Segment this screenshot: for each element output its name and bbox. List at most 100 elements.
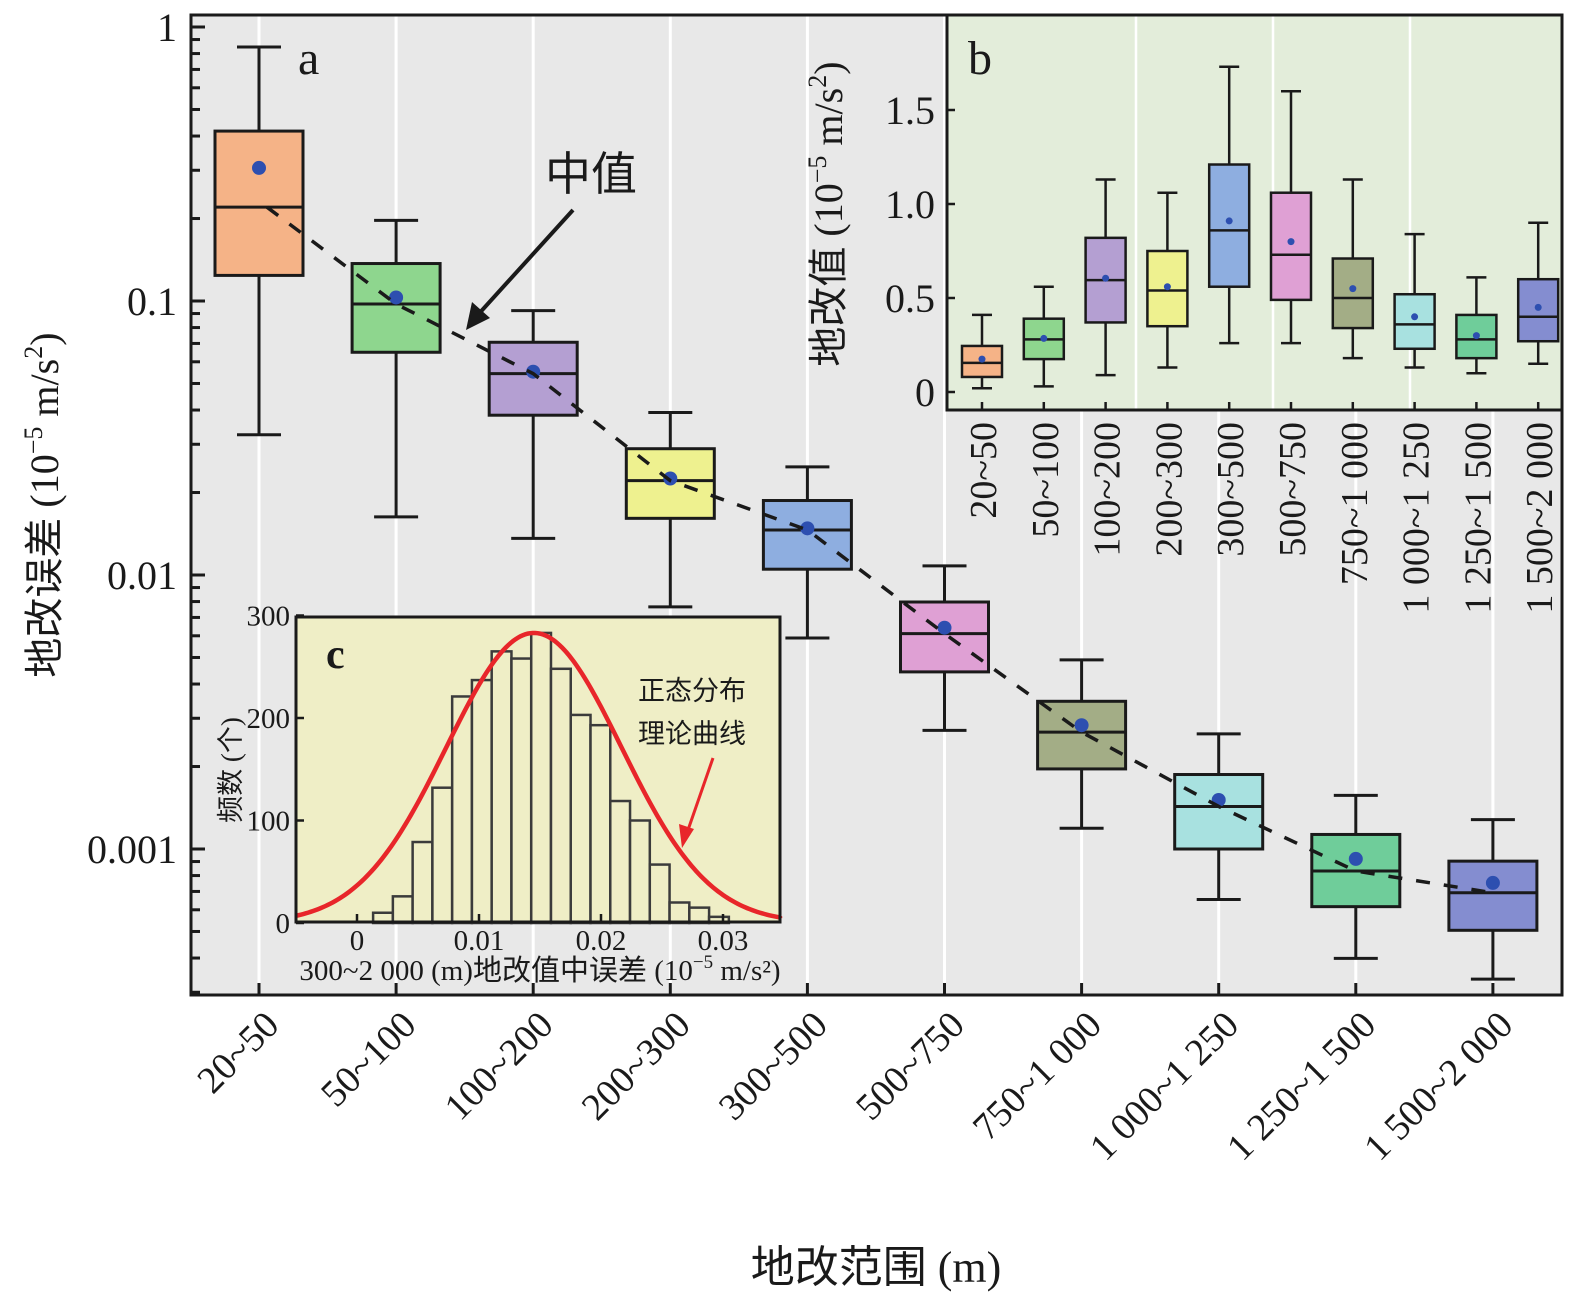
box-iqr (1036, 699, 1128, 771)
mean-marker (389, 290, 404, 305)
normal-curve-label-line2: 理论曲线 (638, 719, 746, 749)
x-tick-label-a: 1 250~1 500 (1219, 1004, 1384, 1169)
superscript: 2 (19, 346, 48, 359)
x-tick-label-b: 1 250~1 500 (1457, 422, 1499, 614)
y-tick-label-a: 0.1 (127, 279, 177, 324)
mean-marker (1163, 283, 1171, 291)
box-iqr (1331, 257, 1375, 330)
histogram-bar (529, 631, 553, 925)
superscript: −5 (803, 156, 832, 184)
histogram-bar (490, 650, 513, 925)
y-tick-label-b: 0.5 (885, 276, 935, 321)
label-part: 地改值 (10 (806, 183, 851, 366)
label-part: 地改误差 (10 (22, 454, 67, 677)
median-trend-line (265, 205, 1494, 895)
x-tick-label-b: 1 500~2 000 (1519, 422, 1561, 614)
box-a-2 (487, 309, 579, 540)
box-a-8 (1310, 793, 1402, 960)
x-tick-label-b: 200~300 (1148, 422, 1190, 557)
median-annotation-label: 中值 (545, 149, 637, 200)
mean-marker (1225, 217, 1233, 225)
panel-b: 0 0.5 1.0 1.5 20~50 50~100 100~200 200~300 300~5… (803, 13, 1564, 614)
histogram-bar (668, 901, 691, 925)
normal-curve-label-line1: 正态分布 (638, 676, 746, 706)
x-tick-label-a: 20~50 (189, 1004, 287, 1102)
y-tick-label-a: 1 (157, 5, 177, 50)
panel-b-label: b (968, 32, 992, 85)
x-tick-label-b: 750~1 000 (1334, 422, 1376, 585)
x-tick-label-b: 50~100 (1025, 422, 1067, 538)
box-iqr (1269, 191, 1313, 302)
y-axis-title-a: 地改误差 (10−5 m/s2) (19, 332, 67, 677)
x-tick-label-b: 20~50 (963, 422, 1005, 519)
label-part: m/s (22, 359, 67, 427)
x-tick-label-c: 0.02 (576, 925, 627, 957)
mean-marker (1534, 303, 1542, 311)
histogram-bar (628, 819, 652, 925)
superscript: −5 (693, 952, 713, 973)
y-axis-title-c: 频数 (个) (216, 717, 246, 823)
box-a-9 (1447, 818, 1539, 981)
y-tick-label-a: 0.001 (87, 827, 177, 872)
x-tick-label-a: 1 000~1 250 (1082, 1004, 1247, 1169)
box-b-1 (1022, 285, 1066, 388)
panel-b-frame (945, 13, 1564, 412)
mean-marker (1472, 332, 1480, 340)
label-part: m/s (806, 88, 851, 156)
mean-marker (1348, 851, 1363, 866)
histogram-bar (609, 799, 632, 925)
x-tick-label-a: 750~1 000 (965, 1004, 1110, 1149)
histogram-bar (648, 863, 671, 925)
box-b-0 (960, 313, 1004, 390)
histogram-bar (510, 657, 533, 925)
box-a-0 (213, 45, 305, 437)
y-tick-label-a: 0.01 (107, 553, 177, 598)
x-tick-label-c: 0.01 (454, 925, 505, 957)
box-a-5 (899, 564, 990, 732)
mean-marker (1349, 285, 1357, 293)
box-iqr (1447, 859, 1539, 932)
y-tick-label-b: 1.0 (885, 182, 935, 227)
box-a-6 (1036, 658, 1128, 830)
superscript: 2 (803, 75, 832, 88)
mean-marker (1040, 334, 1048, 342)
histogram-bar (549, 667, 572, 925)
panel-c-normal-curve (295, 630, 783, 920)
x-tick-label-b: 1 000~1 250 (1396, 422, 1438, 614)
x-tick-label-b: 500~750 (1272, 422, 1314, 557)
box-a-7 (1173, 732, 1265, 902)
box-iqr (1393, 292, 1436, 351)
x-axis-title-c: 300~2 000 (m)地改值中误差 (10−5 m/s²) (299, 952, 780, 987)
x-tick-label-a: 50~100 (313, 1004, 424, 1115)
y-tick-label-c: 0 (276, 908, 291, 940)
histogram-bar (411, 840, 434, 925)
box-a-1 (350, 218, 442, 519)
superscript: −5 (19, 427, 48, 455)
label-part: m/s²) (713, 955, 781, 987)
box-b-4 (1207, 65, 1251, 345)
mean-marker (800, 521, 815, 536)
y-tick-label-b: 1.5 (885, 88, 935, 133)
histogram-bar (391, 895, 414, 925)
mean-marker (1411, 313, 1419, 321)
box-iqr (1173, 773, 1265, 851)
panel-a-frame (189, 13, 1564, 997)
box-a-4 (761, 465, 853, 640)
x-axis-title-a: 地改范围 (m) (751, 1243, 1002, 1292)
label-part: ) (22, 332, 67, 345)
x-tick-label-a: 200~300 (574, 1004, 699, 1129)
mean-marker (978, 355, 986, 363)
y-tick-label-c: 200 (247, 703, 291, 735)
x-tick-label-a: 100~200 (437, 1004, 562, 1129)
x-tick-label-b: 100~200 (1087, 422, 1129, 557)
mean-marker (937, 620, 952, 635)
x-tick-label-a: 1 500~2 000 (1356, 1004, 1521, 1169)
mean-marker (1485, 875, 1500, 890)
x-tick-label-a: 500~750 (848, 1004, 973, 1129)
x-tick-label-a: 300~500 (711, 1004, 836, 1129)
panel-c-label: c (326, 632, 345, 678)
mean-marker (1102, 274, 1110, 282)
